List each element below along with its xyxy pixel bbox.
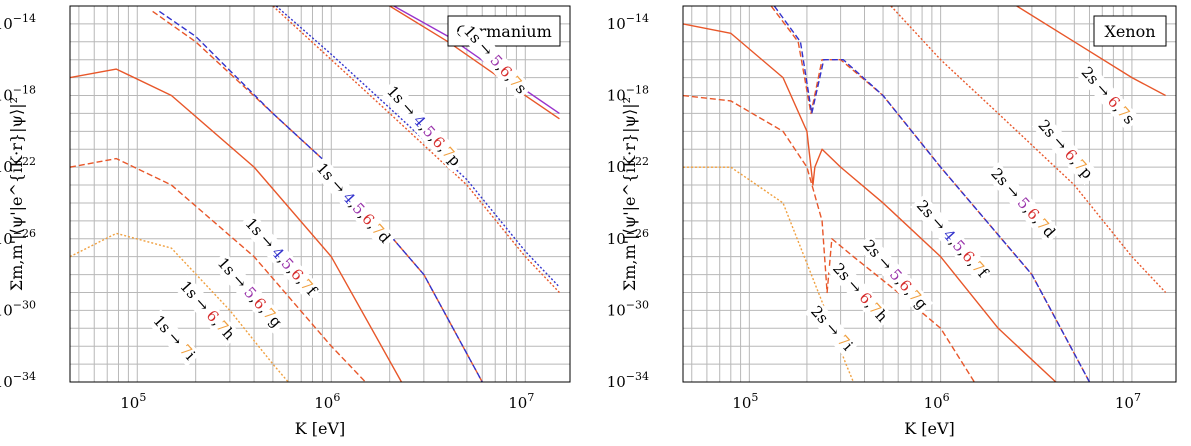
x-tick-label: 107 [1115, 391, 1141, 412]
curve-label-bg [309, 156, 397, 250]
y-tick-label: 10−34 [0, 370, 36, 391]
x-tick-label: 105 [732, 391, 758, 412]
curve-label-bg [457, 19, 533, 101]
legend-label: Xenon [1104, 22, 1155, 41]
curve-label: 1s → 5,6,7g [211, 251, 288, 334]
xenon-panel: 105 106 107 10−14 10−18 10−22 10−26 10−30 10−34 K… [607, 5, 1177, 438]
series-group [683, 6, 1167, 382]
curve-label-bg [1031, 113, 1099, 186]
y-axis-label: Σm,m'|⟨ψ'|e^{iK·r}|ψ⟩|² [620, 97, 639, 291]
curve-label-bg [826, 257, 894, 329]
series-line [389, 6, 560, 120]
curve-label-bg [910, 194, 994, 284]
x-tick-label: 106 [314, 391, 340, 412]
y-tick-label: 10−14 [607, 12, 649, 33]
curve-label: 2s → 4,5,6,7f [910, 194, 994, 284]
series-line [158, 10, 483, 382]
curve-label-bg [238, 212, 323, 302]
grid [683, 6, 1176, 382]
series-line [890, 6, 1167, 293]
y-tick-label: 10−14 [0, 12, 36, 33]
y-tick-label: 10−30 [607, 298, 649, 319]
plot-frame [69, 5, 571, 383]
x-axis-label: K [eV] [295, 419, 346, 438]
plot-frame [682, 5, 1177, 383]
germanium-panel: 105 106 107 10−14 10−18 10−22 10−26 10−30 10−34 K… [0, 5, 571, 438]
curve-label: 1s → 7i [146, 309, 201, 367]
x-tick-label: 106 [924, 391, 950, 412]
y-tick-label: 10−26 [607, 227, 649, 248]
curve-label-bg [211, 251, 288, 334]
y-tick-label: 10−18 [607, 84, 649, 105]
series-line [152, 10, 483, 382]
y-tick-label: 10−18 [0, 84, 36, 105]
y-tick-label: 10−26 [0, 227, 36, 248]
y-axis-label: Σm,m'|⟨ψ'|e^{iK·r}|ψ⟩|² [7, 97, 26, 291]
curve-label-bg [146, 309, 201, 367]
series-line [683, 23, 1057, 382]
series-line [70, 157, 366, 382]
x-tick-label: 107 [508, 391, 534, 412]
grid [70, 6, 570, 382]
y-tick-label: 10−22 [607, 155, 649, 176]
curve-label-bg [173, 275, 241, 347]
svg-text:2s → 4,5,6,7f: 2s → 4,5,6,7f [913, 197, 993, 283]
curve-label-bg [804, 300, 859, 358]
legend-box [1093, 15, 1167, 47]
curve-label-bg [380, 79, 467, 173]
series-line [770, 6, 1091, 382]
series-line [275, 6, 560, 288]
curve-label: 2s → 5,6,7d [984, 162, 1062, 245]
curve-label-bg [984, 162, 1062, 245]
series-line [70, 68, 403, 382]
y-tick-label: 10−22 [0, 155, 36, 176]
series-line [1016, 6, 1166, 97]
curve-label-bg [856, 233, 934, 316]
series-line [272, 6, 560, 293]
y-tick-label: 10−34 [607, 370, 649, 391]
curve-label-bg [1074, 60, 1141, 131]
y-tick-label: 10−30 [0, 298, 36, 319]
curve-label: 1s → 5,6,7s [457, 19, 533, 101]
series-line [683, 166, 855, 382]
series-line [773, 6, 1091, 382]
svg-text:1s → 7i: 1s → 7i [150, 312, 199, 364]
x-tick-label: 105 [120, 391, 146, 412]
x-axis-label: K [eV] [904, 419, 955, 438]
